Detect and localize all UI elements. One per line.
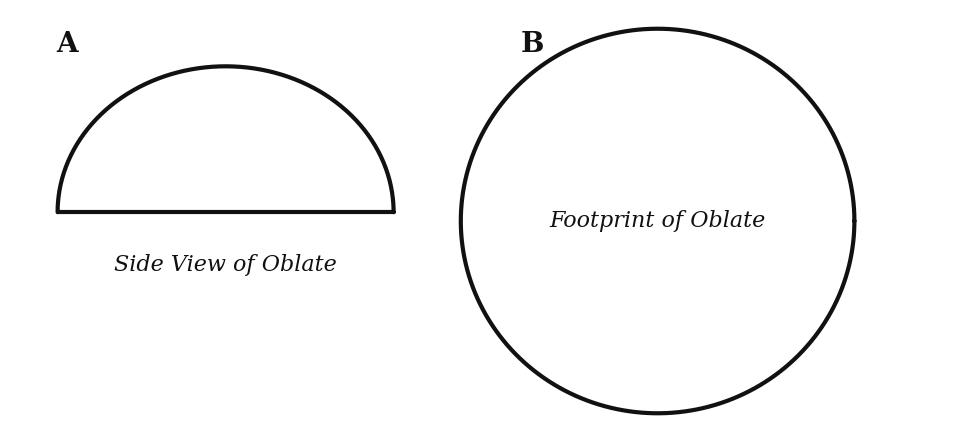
Text: B: B (521, 30, 544, 58)
Text: Side View of Oblate: Side View of Oblate (114, 254, 337, 276)
Text: A: A (57, 30, 78, 58)
Text: Footprint of Oblate: Footprint of Oblate (549, 210, 766, 232)
